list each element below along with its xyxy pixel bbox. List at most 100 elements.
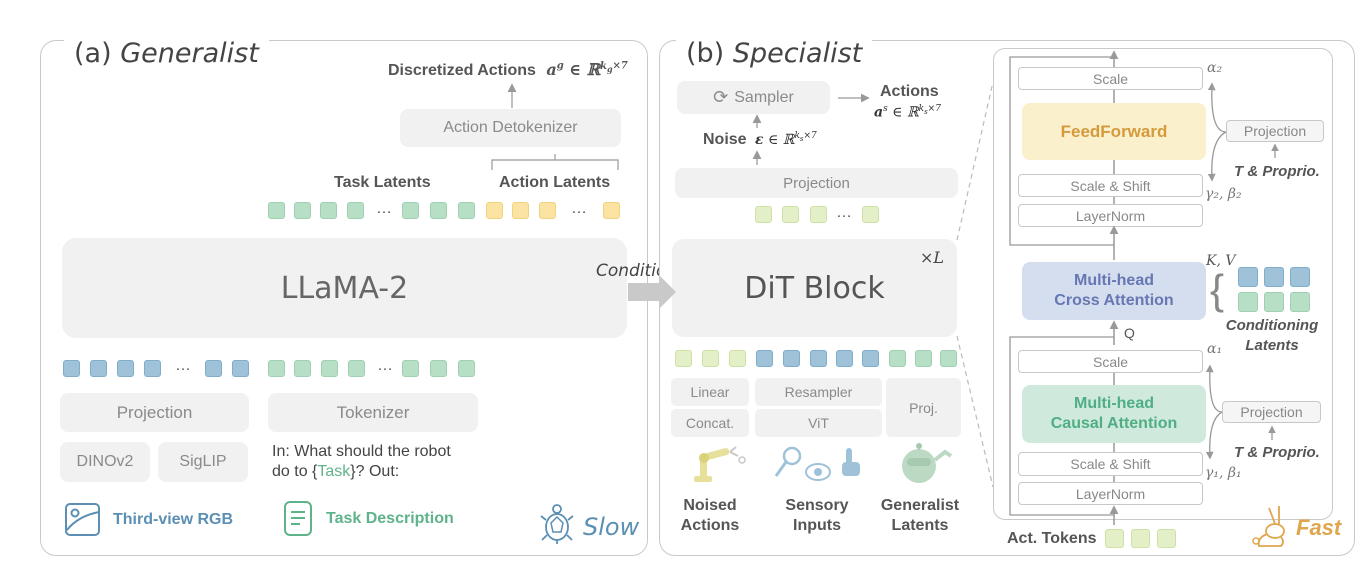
task-latents-label: Task Latents bbox=[334, 174, 431, 191]
fast-label: Fast bbox=[1296, 515, 1342, 540]
task-description-label: Task Description bbox=[326, 510, 454, 527]
ellipsis: … bbox=[175, 357, 191, 374]
action-latent-token bbox=[486, 202, 503, 219]
sensory-token bbox=[810, 350, 827, 367]
scale-shift-box-bottom: Scale & Shift bbox=[1018, 452, 1203, 476]
output-token bbox=[782, 206, 799, 223]
conditioning-latents-label: Conditioning Latents bbox=[1225, 317, 1319, 354]
text-token bbox=[321, 360, 338, 377]
siglip-encoder: SigLIP bbox=[158, 442, 248, 482]
sensory-token bbox=[756, 350, 773, 367]
layernorm-box-bottom: LayerNorm bbox=[1018, 482, 1203, 505]
slow-label: Slow bbox=[583, 513, 640, 541]
scale-box-bottom: Scale bbox=[1018, 350, 1203, 373]
task-latent-token bbox=[268, 202, 285, 219]
text-token bbox=[430, 360, 447, 377]
task-latent-token bbox=[402, 202, 419, 219]
specialist-projection: Projection bbox=[675, 168, 958, 198]
feedforward-label: FeedForward bbox=[1060, 121, 1168, 141]
generalist-title: (a) Generalist bbox=[64, 38, 269, 70]
conditioning-latent-token bbox=[1238, 292, 1258, 312]
alpha2-label: α₂ bbox=[1207, 60, 1223, 76]
dit-detail-panel bbox=[993, 48, 1333, 520]
sensory-icons bbox=[772, 444, 868, 484]
cross-attention-label: Multi-head Cross Attention bbox=[1054, 272, 1174, 309]
noised-action-token bbox=[675, 350, 692, 367]
image-token bbox=[144, 360, 161, 377]
projection-box-top: Projection bbox=[1226, 120, 1324, 142]
dit-block-label: DiT Block bbox=[744, 270, 885, 306]
causal-attention-label: Multi-head Causal Attention bbox=[1050, 395, 1178, 432]
proj-box: Proj. bbox=[886, 378, 961, 437]
q-label: Q bbox=[1124, 325, 1135, 341]
dinov2-encoder: DINOv2 bbox=[60, 442, 150, 482]
resampler-box: Resampler bbox=[755, 378, 882, 406]
act-tokens-label: Act. Tokens bbox=[1007, 530, 1097, 547]
brace: { bbox=[1210, 266, 1225, 313]
feedforward-box: FeedForward bbox=[1022, 103, 1206, 160]
act-token bbox=[1157, 529, 1176, 548]
conditioning-latent-token bbox=[1290, 267, 1310, 287]
image-token bbox=[63, 360, 80, 377]
actions-math: as ∈ ℝks×7 bbox=[874, 104, 941, 121]
actions-label: Actions bbox=[880, 83, 939, 100]
task-latent-token bbox=[458, 202, 475, 219]
action-latents-label: Action Latents bbox=[499, 174, 611, 191]
ellipsis: … bbox=[377, 357, 393, 374]
task-latent-token bbox=[320, 202, 337, 219]
scale-shift-box-top: Scale & Shift bbox=[1018, 174, 1203, 197]
latent-token bbox=[940, 350, 957, 367]
projection-box-bottom: Projection bbox=[1222, 401, 1321, 423]
dit-block: DiT Block bbox=[672, 239, 957, 337]
conditioning-latent-token bbox=[1264, 292, 1284, 312]
specialist-title: (b) Specialist bbox=[676, 38, 873, 70]
llama2-backbone: LLaMA-2 bbox=[62, 238, 627, 338]
image-token bbox=[90, 360, 107, 377]
conditioning-latent-token bbox=[1264, 267, 1284, 287]
repeat-label: ×L bbox=[920, 248, 945, 267]
robot-arm-icon bbox=[690, 446, 750, 484]
sensory-token bbox=[836, 350, 853, 367]
noise-label: Noise ε ∈ ℝks×7 bbox=[703, 131, 817, 148]
image-icon bbox=[64, 502, 102, 538]
sensory-token bbox=[783, 350, 800, 367]
task-latent-token bbox=[430, 202, 447, 219]
gamma-beta-2-label: γ₂, β₂ bbox=[1205, 186, 1242, 202]
image-token bbox=[205, 360, 222, 377]
action-latent-token bbox=[539, 202, 556, 219]
alpha1-label: α₁ bbox=[1207, 341, 1223, 357]
conditioning-latent-token bbox=[1290, 292, 1310, 312]
action-detokenizer: Action Detokenizer bbox=[400, 109, 621, 147]
act-token bbox=[1131, 529, 1150, 548]
turtle-icon bbox=[539, 503, 575, 545]
text-token bbox=[402, 360, 419, 377]
sampler-label: Sampler bbox=[734, 88, 794, 106]
t-proprio-top-label: T & Proprio. bbox=[1234, 163, 1320, 180]
conditioning-latent-token bbox=[1238, 267, 1258, 287]
output-token bbox=[862, 206, 879, 223]
noised-action-token bbox=[729, 350, 746, 367]
text-token bbox=[348, 360, 365, 377]
causal-attention-box: Multi-head Causal Attention bbox=[1022, 385, 1206, 443]
latent-token bbox=[915, 350, 932, 367]
discretized-actions-label: Discretized Actions ag ∈ ℝkg×7 bbox=[388, 60, 628, 79]
output-token bbox=[810, 206, 827, 223]
action-latent-token bbox=[512, 202, 529, 219]
generalist-latents-label: Generalist Latents bbox=[880, 497, 960, 534]
kv-label: K, V bbox=[1206, 253, 1236, 269]
vision-projection: Projection bbox=[60, 393, 249, 432]
tokenizer: Tokenizer bbox=[268, 393, 478, 432]
rabbit-icon bbox=[1251, 504, 1293, 548]
refresh-icon: ⟳ bbox=[713, 87, 729, 107]
ellipsis: … bbox=[836, 204, 852, 221]
task-latent-token bbox=[347, 202, 364, 219]
ellipsis: … bbox=[571, 200, 587, 217]
sensory-inputs-label: Sensory Inputs bbox=[785, 497, 849, 534]
sensory-token bbox=[862, 350, 879, 367]
cross-attention-box: Multi-head Cross Attention bbox=[1022, 262, 1206, 320]
ellipsis: … bbox=[376, 200, 392, 217]
image-token bbox=[232, 360, 249, 377]
t-proprio-bottom-label: T & Proprio. bbox=[1234, 444, 1320, 461]
document-icon bbox=[282, 500, 314, 538]
